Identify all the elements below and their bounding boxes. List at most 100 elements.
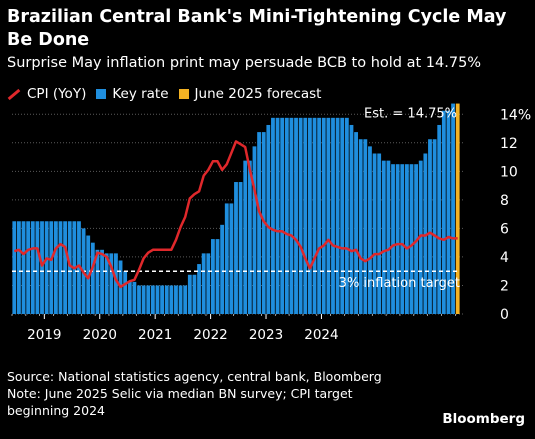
key-rate-bar	[160, 285, 165, 314]
key-rate-bar	[437, 124, 442, 314]
key-rate-bar	[358, 139, 363, 314]
key-rate-bar	[127, 281, 132, 314]
key-rate-bar	[307, 117, 312, 314]
y-axis: 0 2 4 6 8 10 12 14%	[500, 107, 531, 323]
key-rate-bar	[266, 124, 271, 314]
key-rate-bar	[30, 221, 35, 314]
key-rate-bar	[455, 103, 460, 314]
x-tick-label: 2020	[83, 327, 117, 340]
key-rate-bar	[104, 253, 109, 314]
x-tick-label: 2024	[304, 327, 338, 340]
chart-plot: 2019 2020 2021 2022 2023 2024 0 2 4 6 8 10 12 14% Es…	[11, 103, 531, 340]
legend-item-forecast: June 2025 forecast	[178, 86, 321, 102]
key-rate-bar	[210, 239, 215, 314]
key-rate-bar	[372, 153, 377, 314]
key-rate-bar	[386, 160, 391, 314]
key-rate-bar	[243, 160, 248, 314]
key-rate-bar	[451, 103, 455, 314]
key-rate-bar	[275, 117, 280, 314]
y-tick-label: 2	[500, 278, 509, 294]
y-tick-label: 12	[500, 136, 518, 152]
bloomberg-logo: Bloomberg	[442, 411, 525, 427]
key-rate-bar	[17, 221, 21, 314]
key-rate-bar	[100, 249, 104, 314]
key-rate-bar	[86, 235, 91, 314]
chart-title: Brazilian Central Bank's Mini-Tightening…	[7, 7, 507, 50]
key-rate-bar	[49, 221, 54, 314]
key-rate-bar	[441, 110, 446, 314]
key-rate-bar	[224, 203, 229, 314]
key-rate-bar	[432, 139, 437, 314]
key-rate-bar	[95, 249, 100, 314]
y-tick-label: 10	[500, 164, 518, 180]
legend-item-key-rate: Key rate	[96, 86, 169, 102]
key-rate-bar	[123, 271, 128, 314]
key-rate-bar	[404, 164, 409, 314]
legend: CPI (YoY) Key rate June 2025 forecast	[7, 85, 331, 103]
key-rate-bar	[206, 253, 211, 314]
key-rate-bar	[12, 221, 17, 314]
note-text: Note: June 2025 Selic via median BN surv…	[7, 386, 353, 418]
key-rate-bar	[252, 146, 257, 314]
estimate-annotation: Est. = 14.75%	[364, 107, 457, 122]
key-rate-bar	[220, 224, 225, 314]
key-rate-bar	[141, 285, 146, 314]
key-rate-bar	[234, 182, 238, 314]
key-rate-bar	[67, 221, 72, 314]
key-rate-bar	[132, 281, 137, 314]
key-rate-bar	[289, 117, 294, 314]
key-rate-bar	[395, 164, 400, 314]
key-rate-bar	[137, 285, 141, 314]
key-rate-bar	[344, 117, 349, 314]
key-rate-bar	[354, 132, 358, 314]
x-tick-label: 2022	[193, 327, 227, 340]
key-rate-bar	[321, 117, 326, 314]
key-rate-bar	[271, 117, 275, 314]
key-rate-bar	[284, 117, 289, 314]
key-rate-bar	[428, 139, 432, 314]
key-rate-bar	[155, 285, 160, 314]
key-rate-bar	[21, 221, 26, 314]
key-rate-bar	[53, 221, 58, 314]
x-axis: 2019 2020 2021 2022 2023 2024	[11, 314, 456, 340]
y-tick-label: 14%	[500, 107, 531, 123]
legend-label-key-rate: Key rate	[112, 86, 169, 102]
legend-label-cpi: CPI (YoY)	[27, 86, 87, 102]
annotations: Est. = 14.75% 3% inflation target	[339, 107, 460, 292]
key-rate-bar	[146, 285, 151, 314]
cpi-line-layer	[13, 140, 458, 289]
key-rate-bar	[26, 221, 31, 314]
x-tick-label: 2023	[249, 327, 283, 340]
key-rate-bar	[169, 285, 174, 314]
key-rate-bar	[298, 117, 303, 314]
key-rate-bar	[349, 124, 354, 314]
key-rate-bars	[12, 103, 460, 314]
key-rate-bar	[446, 110, 451, 314]
x-tick-label: 2021	[138, 327, 172, 340]
key-rate-bar	[294, 117, 298, 314]
key-rate-bar	[183, 285, 188, 314]
key-rate-bar	[312, 117, 317, 314]
key-rate-bar	[229, 203, 234, 314]
key-rate-bar	[187, 274, 192, 314]
key-rate-bar	[377, 153, 382, 314]
key-rate-bar	[335, 117, 340, 314]
key-rate-swatch	[96, 89, 107, 99]
key-rate-bar	[164, 285, 169, 314]
source-text: Source: National statistics agency, cent…	[7, 369, 382, 384]
key-rate-bar	[257, 132, 262, 314]
y-tick-label: 4	[500, 250, 509, 266]
key-rate-bar	[192, 274, 197, 314]
y-tick-label: 8	[500, 193, 509, 209]
key-rate-bar	[35, 221, 40, 314]
key-rate-bar	[238, 182, 243, 314]
key-rate-bar	[423, 153, 428, 314]
key-rate-bar	[363, 139, 368, 314]
target-annotation: 3% inflation target	[339, 276, 460, 291]
key-rate-bar	[201, 253, 206, 314]
key-rate-bar	[368, 146, 372, 314]
legend-item-cpi: CPI (YoY)	[7, 86, 86, 102]
chart-subtitle: Surprise May inflation print may persuad…	[7, 55, 482, 71]
key-rate-bar	[326, 117, 331, 314]
key-rate-bar	[340, 117, 345, 314]
